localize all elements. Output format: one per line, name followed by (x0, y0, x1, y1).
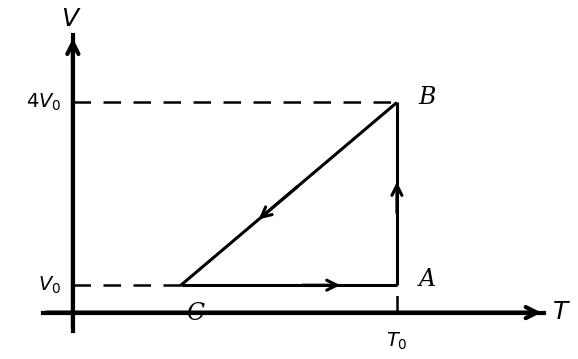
Text: $V$: $V$ (61, 8, 81, 31)
Text: $T_0$: $T_0$ (386, 331, 407, 352)
Text: $4V_0$: $4V_0$ (25, 92, 61, 113)
Text: B: B (418, 86, 436, 109)
Text: $T$: $T$ (553, 301, 571, 324)
Text: $V_0$: $V_0$ (38, 275, 61, 296)
Text: A: A (418, 267, 435, 290)
Text: C: C (186, 302, 204, 325)
